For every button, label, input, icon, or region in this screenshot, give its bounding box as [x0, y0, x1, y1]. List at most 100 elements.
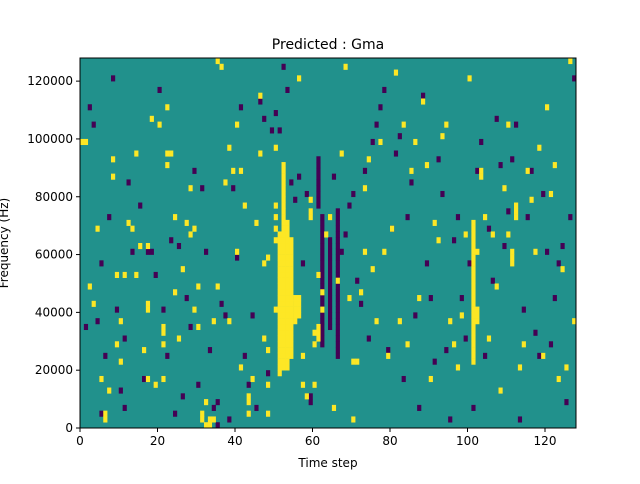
heatmap-cell-high	[343, 63, 348, 70]
heatmap-cell-high	[277, 306, 282, 313]
heatmap-cell-high	[320, 306, 325, 313]
heatmap-cell-high	[266, 254, 271, 261]
heatmap-cell-low	[421, 92, 426, 99]
heatmap-cell-high	[397, 318, 402, 325]
heatmap-cell-low	[320, 335, 325, 342]
heatmap-cell-low	[320, 237, 325, 244]
heatmap-cell-high	[246, 393, 251, 400]
heatmap-cell-low	[200, 185, 205, 192]
heatmap-cell-high	[471, 248, 476, 255]
heatmap-cell-high	[386, 352, 391, 359]
heatmap-cell-low	[335, 341, 340, 348]
heatmap-cell-high	[471, 231, 476, 238]
heatmap-cell-low	[207, 347, 213, 354]
heatmap-cell-low	[176, 243, 182, 250]
heatmap-cell-high	[285, 358, 290, 365]
heatmap-cell-low	[192, 167, 197, 174]
heatmap-cell-high	[161, 375, 166, 383]
heatmap-cell-low	[335, 260, 340, 267]
heatmap-cell-low	[424, 260, 430, 267]
heatmap-cell-low	[320, 341, 325, 348]
heatmap-cell-high	[471, 306, 476, 313]
heatmap-cell-high	[80, 138, 85, 146]
heatmap-cell-high	[289, 254, 294, 261]
heatmap-cell-low	[293, 196, 298, 203]
heatmap-cell-high	[95, 225, 100, 232]
heatmap-cell-high	[281, 173, 286, 180]
heatmap-cell-high	[506, 231, 511, 238]
heatmap-cell-low	[328, 243, 333, 250]
heatmap-cell-low	[328, 318, 333, 325]
y-tick-label: 20000	[35, 363, 73, 377]
heatmap-cell-low	[304, 190, 309, 198]
heatmap-cell-high	[432, 219, 437, 226]
heatmap-cell-high	[238, 364, 244, 371]
heatmap-cell-low	[320, 266, 325, 273]
heatmap-cell-high	[409, 167, 414, 174]
heatmap-cell-high	[471, 347, 476, 354]
heatmap-cell-high	[467, 75, 472, 82]
heatmap-cell-low	[335, 289, 340, 296]
heatmap-cell-high	[277, 231, 282, 238]
heatmap-cell-high	[471, 295, 476, 302]
heatmap-cell-low	[320, 248, 325, 255]
heatmap-cell-low	[297, 173, 302, 180]
heatmap-cell-high	[246, 399, 251, 406]
heatmap-cell-low	[413, 312, 418, 319]
heatmap-cell-low	[316, 173, 321, 180]
heatmap-cell-low	[335, 283, 340, 290]
heatmap-cell-high	[289, 237, 294, 244]
heatmap-cell-high	[281, 214, 286, 221]
heatmap-cell-high	[273, 202, 278, 209]
heatmap-cell-low	[114, 306, 120, 313]
heatmap-cell-high	[471, 219, 476, 226]
heatmap-cell-high	[215, 58, 220, 65]
heatmap-cell-high	[289, 289, 294, 296]
heatmap-cell-high	[506, 121, 511, 128]
heatmap-cell-high	[161, 323, 166, 331]
heatmap-cell-high	[471, 237, 476, 244]
heatmap-cell-high	[122, 271, 127, 278]
heatmap-cell-low	[328, 306, 333, 313]
heatmap-cell-high	[211, 318, 216, 325]
heatmap-cell-high	[374, 318, 379, 325]
heatmap-cell-low	[335, 266, 340, 273]
heatmap-cell-high	[285, 312, 290, 319]
heatmap-cell-low	[103, 352, 108, 359]
heatmap-cell-high	[471, 277, 476, 284]
heatmap-cell-low	[343, 231, 348, 238]
heatmap-cell-low	[328, 260, 333, 267]
heatmap-cell-low	[328, 312, 333, 319]
heatmap-cell-low	[87, 104, 92, 111]
heatmap-cell-low	[510, 156, 515, 163]
heatmap-cell-high	[289, 260, 294, 267]
heatmap-cell-high	[475, 248, 480, 255]
heatmap-cell-low	[417, 404, 422, 411]
heatmap-cell-low	[533, 329, 538, 336]
heatmap-cell-high	[281, 295, 286, 302]
heatmap-cell-high	[514, 202, 519, 209]
heatmap-cell-low	[320, 318, 325, 325]
heatmap-cell-high	[188, 231, 193, 238]
heatmap-cell-high	[184, 219, 189, 226]
heatmap-cell-high	[351, 358, 356, 365]
heatmap-cell-high	[192, 225, 197, 232]
heatmap-cell-high	[235, 248, 240, 255]
heatmap-cell-high	[157, 121, 162, 128]
heatmap-cell-high	[510, 260, 515, 267]
heatmap-cell-low	[204, 248, 209, 255]
heatmap-cell-high	[281, 179, 286, 186]
heatmap-cell-high	[161, 329, 166, 336]
y-tick-label: 0	[65, 421, 73, 435]
heatmap-cell-low	[436, 156, 441, 163]
heatmap-cell-high	[145, 300, 151, 307]
heatmap-cell-high	[103, 416, 108, 423]
heatmap-cell-high	[293, 306, 298, 313]
heatmap-cell-low	[335, 225, 340, 232]
heatmap-cell-high	[273, 306, 278, 313]
heatmap-cell-high	[285, 335, 290, 342]
heatmap-cell-high	[285, 300, 290, 307]
heatmap-cell-low	[169, 237, 174, 244]
heatmap-cell-high	[281, 352, 286, 359]
heatmap-cell-high	[277, 347, 282, 354]
